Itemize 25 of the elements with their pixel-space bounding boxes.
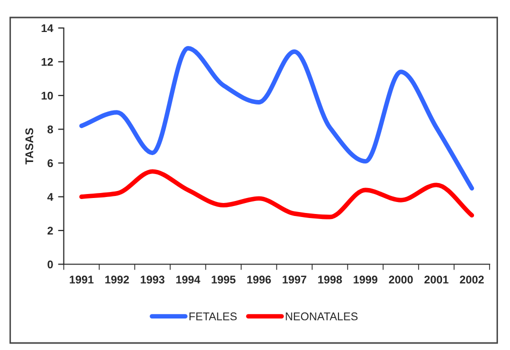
x-tick-label: 2002 bbox=[460, 276, 484, 284]
line-series bbox=[79, 169, 474, 220]
y-tick-label: 12 bbox=[42, 58, 53, 66]
legend-label: NEONATALES bbox=[286, 312, 358, 320]
x-tick-label: 1991 bbox=[70, 276, 94, 284]
y-tick-label: 14 bbox=[42, 24, 54, 32]
x-tick-label: 1999 bbox=[354, 276, 378, 284]
y-tick-label: 8 bbox=[48, 126, 53, 134]
x-tick-label: 2000 bbox=[388, 276, 413, 284]
y-axis-title: TASAS bbox=[25, 128, 34, 164]
y-tick-label: 4 bbox=[47, 193, 54, 201]
x-tick-label: 1996 bbox=[247, 276, 271, 284]
legend-label: FETALES bbox=[190, 312, 237, 320]
y-tick-label: 10 bbox=[42, 92, 53, 100]
line-series bbox=[79, 46, 474, 191]
x-tick-label: 1997 bbox=[282, 276, 306, 284]
x-tick-label: 1994 bbox=[176, 276, 200, 284]
x-tick-label: 1995 bbox=[212, 276, 236, 284]
y-tick-label: 2 bbox=[48, 226, 53, 235]
x-tick-label: 1993 bbox=[140, 276, 164, 284]
y-tick-label: 0 bbox=[48, 260, 53, 268]
y-tick-label: 6 bbox=[48, 159, 53, 168]
x-tick-label: 2001 bbox=[424, 276, 448, 284]
x-tick-label: 1998 bbox=[318, 276, 342, 284]
x-tick-label: 1992 bbox=[105, 276, 129, 284]
